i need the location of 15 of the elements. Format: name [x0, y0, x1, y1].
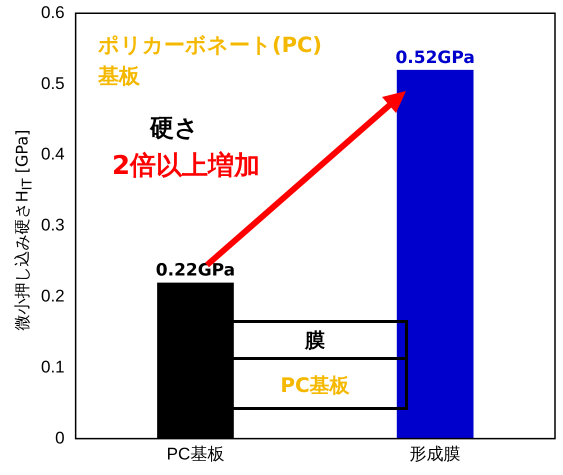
y-tick-label: 0.4	[40, 144, 65, 164]
annotation: PC基板	[279, 372, 351, 399]
y-tick-label: 0	[55, 428, 65, 448]
y-tick-label: 0.2	[40, 286, 65, 306]
data-label: 0.22GPa	[156, 260, 236, 281]
x-tick-label: 形成膜	[410, 444, 461, 464]
annotation: ポリカーボネート(PC)基板	[98, 32, 323, 90]
y-tick-label: 0.1	[40, 357, 65, 376]
annotation: 2倍以上増加	[112, 150, 260, 183]
y-tick-label: 0.6	[40, 2, 65, 22]
annotation: 膜	[225, 323, 405, 360]
annotation: 硬さ	[150, 113, 199, 144]
data-label: 0.52GPa	[395, 48, 475, 68]
y-tick-label: 0.3	[40, 216, 65, 235]
y-tick-label: 0.5	[40, 74, 65, 93]
